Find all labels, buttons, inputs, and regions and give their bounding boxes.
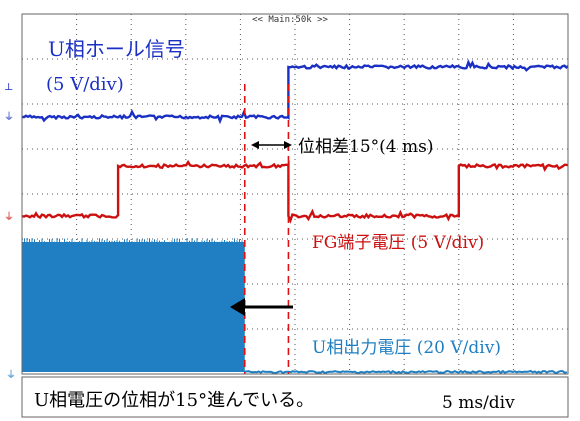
phase-arrow-right-head — [284, 141, 292, 149]
u-hall-scale-label: (5 V/div) — [46, 74, 124, 95]
phase-difference-label: 位相差15°(4 ms) — [298, 137, 433, 157]
timebase-label: 5 ms/div — [442, 393, 515, 413]
u-hall-ground-marker: ⏚ — [4, 111, 14, 123]
fg-voltage-label: FG端子電圧 (5 V/div) — [312, 233, 484, 253]
graticule — [22, 14, 568, 374]
u-output-pwm-envelope — [22, 242, 245, 372]
fg-voltage-trace — [21, 159, 569, 224]
u-hall-signal-label: U相ホール信号 — [48, 37, 185, 61]
scope-header-label: << Main:50k >> — [252, 15, 328, 25]
phase-arrow-left-head — [251, 141, 259, 149]
u-hall-signal-trace — [22, 59, 569, 125]
caption-text: U相電圧の位相が15°進んでいる。 — [34, 390, 314, 411]
u-hall-trigger-marker: ⊥ — [4, 82, 13, 93]
plot-frame — [21, 13, 569, 375]
u-output-voltage-label: U相出力電圧 (20 V/div) — [312, 338, 501, 358]
u-output-off-trace — [243, 369, 568, 375]
lead-arrow-head — [230, 298, 245, 316]
u-out-ground-marker: ⏚ — [6, 369, 16, 381]
waveform-traces — [21, 59, 569, 375]
caption-box — [21, 376, 569, 418]
fg-ground-marker: ⏚ — [4, 211, 14, 223]
